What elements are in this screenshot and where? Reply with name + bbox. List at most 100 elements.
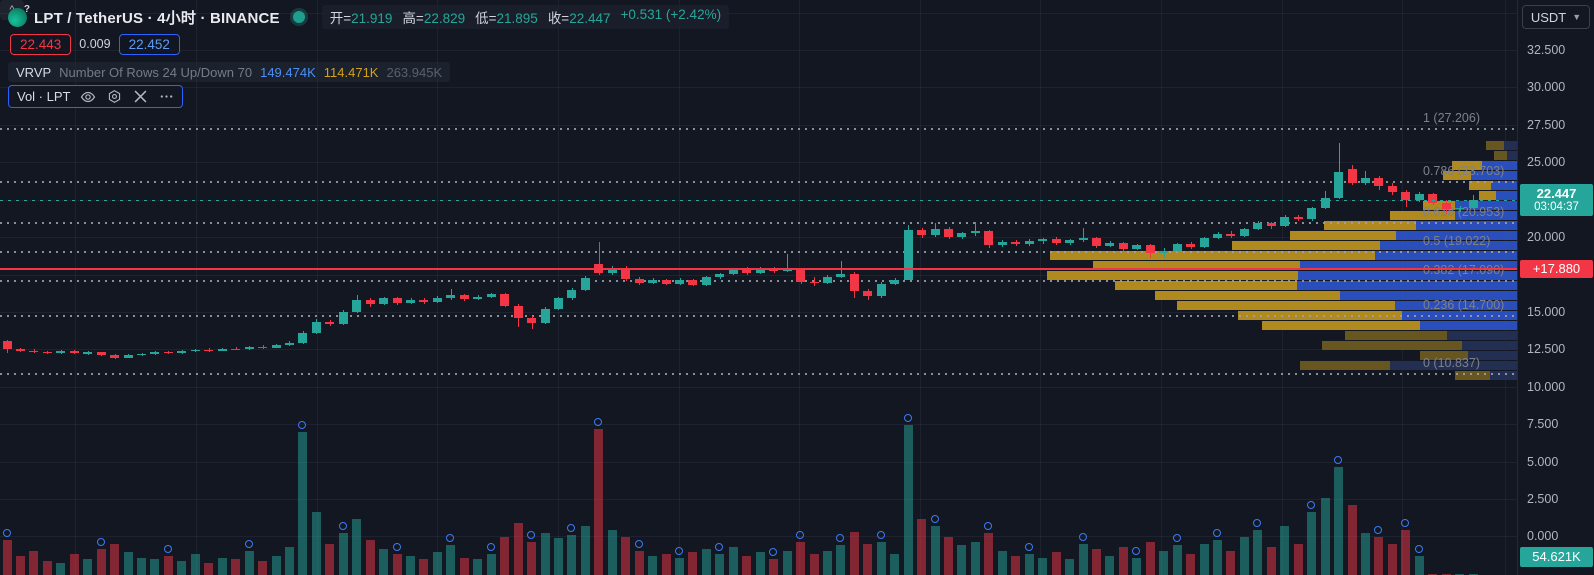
volume-bar[interactable] (110, 543, 120, 575)
volume-bar[interactable] (903, 425, 913, 575)
volume-bar[interactable] (876, 541, 886, 575)
candle[interactable] (1334, 171, 1344, 198)
volume-bar[interactable] (406, 555, 415, 575)
volume-bar[interactable] (809, 554, 819, 575)
candle[interactable] (1320, 197, 1330, 209)
candle[interactable] (1132, 245, 1142, 249)
candle[interactable] (1239, 229, 1249, 237)
volume-bar[interactable] (634, 550, 644, 575)
volume-bar[interactable] (849, 531, 859, 575)
volume-bar[interactable] (553, 538, 563, 575)
volume-bar[interactable] (688, 552, 698, 575)
volume-bar[interactable] (1132, 557, 1142, 575)
candle[interactable] (2, 341, 12, 350)
candle[interactable] (970, 231, 980, 234)
volume-bar[interactable] (15, 555, 25, 575)
candle[interactable] (836, 273, 846, 277)
volume-bar[interactable] (325, 543, 335, 575)
volume-bar[interactable] (1414, 555, 1424, 575)
candle[interactable] (1118, 242, 1128, 249)
candle[interactable] (500, 294, 510, 306)
candle[interactable] (258, 346, 268, 349)
volume-bar[interactable] (1105, 555, 1115, 575)
candle[interactable] (661, 279, 671, 284)
candle[interactable] (406, 299, 415, 303)
volume-bar[interactable] (2, 540, 12, 575)
volume-bar[interactable] (675, 557, 684, 575)
volume-bar[interactable] (150, 559, 160, 575)
volume-bar[interactable] (755, 552, 765, 575)
volume-bar[interactable] (836, 545, 846, 575)
volume-bar[interactable] (782, 550, 792, 575)
volume-bar[interactable] (769, 559, 779, 575)
candle[interactable] (944, 228, 953, 237)
candle[interactable] (607, 268, 617, 273)
candle[interactable] (513, 305, 523, 318)
volume-bar[interactable] (1320, 498, 1330, 575)
volume-bar[interactable] (997, 550, 1007, 575)
symbol-title[interactable]: LPT / TetherUS · 4小时 · BINANCE (34, 9, 280, 27)
volume-bar[interactable] (567, 535, 577, 575)
candle[interactable] (621, 268, 631, 279)
candle[interactable] (1011, 241, 1021, 245)
currency-dropdown[interactable]: USDT ▼ (1522, 5, 1590, 29)
volume-bar[interactable] (137, 557, 146, 575)
volume-bar[interactable] (1091, 548, 1101, 575)
candle[interactable] (486, 294, 496, 297)
candle[interactable] (742, 269, 752, 273)
volume-bar[interactable] (1441, 573, 1451, 575)
symbol-row[interactable]: ? LPT / TetherUS · 4小时 · BINANCE 开=21.91… (8, 4, 730, 29)
volume-bar[interactable] (728, 547, 738, 575)
candle[interactable] (338, 312, 348, 325)
volume-bar[interactable] (473, 559, 483, 575)
candle[interactable] (1253, 223, 1263, 230)
candle[interactable] (96, 352, 106, 356)
close-icon[interactable] (132, 89, 148, 105)
volume-bar[interactable] (446, 545, 456, 575)
candle[interactable] (580, 277, 590, 290)
volume-bar[interactable] (1065, 559, 1075, 575)
candle[interactable] (1293, 217, 1303, 220)
volume-bar[interactable] (1334, 467, 1344, 575)
candle[interactable] (1091, 238, 1101, 246)
candle[interactable] (459, 295, 469, 299)
volume-bar[interactable] (1038, 557, 1048, 575)
volume-bar[interactable] (970, 541, 980, 575)
candle[interactable] (1159, 250, 1169, 253)
candle[interactable] (675, 280, 684, 284)
volume-bar[interactable] (1401, 529, 1411, 575)
candle[interactable] (137, 353, 146, 356)
volume-bar[interactable] (1253, 529, 1263, 575)
indicator-row-vrvp[interactable]: VRVP Number Of Rows 24 Up/Down 70 149.47… (8, 62, 451, 82)
volume-bar[interactable] (1266, 547, 1276, 575)
volume-bar[interactable] (284, 547, 294, 575)
volume-bar[interactable] (742, 555, 752, 575)
volume-bar[interactable] (190, 554, 200, 575)
candle[interactable] (29, 350, 39, 353)
volume-bar[interactable] (1199, 543, 1209, 575)
candle[interactable] (446, 295, 456, 299)
candle[interactable] (728, 269, 738, 275)
volume-bar[interactable] (258, 561, 268, 575)
candle[interactable] (392, 298, 402, 303)
volume-bar[interactable] (500, 536, 510, 575)
volume-bar[interactable] (1293, 543, 1303, 575)
volume-bar[interactable] (661, 554, 671, 575)
candle[interactable] (217, 348, 227, 351)
volume-bar[interactable] (298, 432, 308, 575)
price-axis[interactable]: USDT ▼ 32.500 30.000 27.500 25.000 20.000 15.… (1517, 0, 1594, 575)
volume-bar[interactable] (96, 548, 106, 575)
candle[interactable] (325, 321, 335, 325)
volume-bar[interactable] (42, 561, 52, 575)
candle[interactable] (83, 352, 93, 354)
volume-bar[interactable] (1172, 545, 1182, 575)
volume-bar[interactable] (1347, 505, 1357, 575)
volume-bar[interactable] (392, 554, 402, 575)
candle[interactable] (1347, 169, 1357, 183)
candle[interactable] (567, 289, 577, 299)
volume-bar[interactable] (244, 550, 254, 575)
candle[interactable] (1051, 239, 1061, 244)
volume-bar[interactable] (56, 562, 66, 575)
volume-bar[interactable] (1145, 541, 1155, 575)
candle[interactable] (419, 299, 429, 303)
